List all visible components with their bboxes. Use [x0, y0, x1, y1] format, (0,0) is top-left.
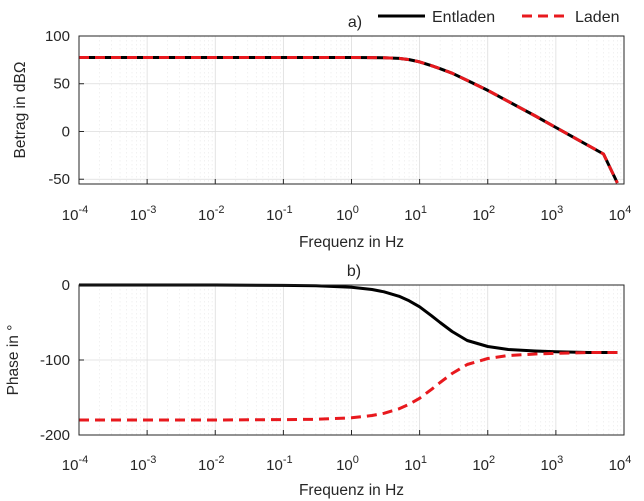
x-tick-label: 10-3	[130, 454, 156, 474]
y-tick-label: 100	[45, 28, 70, 45]
x-tick-label: 104	[609, 454, 632, 474]
xlabel-magnitude: Frequenz in Hz	[299, 234, 404, 251]
x-tick-label: 10-3	[130, 204, 156, 224]
y-tick-label: -50	[48, 171, 70, 188]
x-tick-label: 101	[404, 204, 427, 224]
x-tick-label: 102	[472, 454, 495, 474]
x-tick-label: 103	[540, 204, 563, 224]
panel-title-b: b)	[347, 263, 361, 280]
series-line-laden	[79, 351, 618, 422]
x-tick-label: 100	[336, 454, 359, 474]
y-tick-label: 0	[62, 277, 70, 294]
x-tick-label: 104	[609, 204, 632, 224]
y-tick-label: -100	[40, 352, 70, 369]
x-tick-label: 102	[472, 204, 495, 224]
ylabel-phase: Phase in °	[5, 325, 22, 396]
y-tick-label: 50	[53, 76, 70, 93]
legend-label-entladen: Entladen	[432, 9, 495, 26]
xlabel-phase: Frequenz in Hz	[299, 482, 404, 499]
x-tick-label: 10-4	[62, 204, 88, 224]
series-line-laden	[79, 56, 619, 184]
x-tick-label: 10-2	[198, 454, 224, 474]
ticks-phase: 10-4 10-3 10-2 10-1 100 101 102 103 104 -200 -100 0	[40, 277, 631, 474]
y-tick-label: -200	[40, 427, 70, 444]
ylabel-magnitude: Betrag in dBΩ	[12, 62, 29, 159]
x-tick-label: 101	[404, 454, 427, 474]
legend: Entladen Laden	[372, 2, 644, 28]
x-tick-label: 10-2	[198, 204, 224, 224]
panel-title-a: a)	[348, 14, 362, 31]
series-phase	[79, 283, 618, 422]
x-tick-label: 10-1	[266, 454, 292, 474]
panel-phase: b) 10-4 10-3 10-2 10-1 100 101 102 103 104 -200 -1…	[5, 263, 631, 499]
series-magnitude	[79, 56, 619, 184]
panel-magnitude: a) 10-4 10-3 10-2 10-1 100 101 102 103 104 -50 0 50…	[12, 14, 631, 251]
series-line-entladen	[79, 283, 618, 354]
ticks-magnitude: 10-4 10-3 10-2 10-1 100 101 102 103 104 -50 0 50 100	[45, 28, 631, 224]
x-tick-label: 100	[336, 204, 359, 224]
x-tick-label: 10-4	[62, 454, 88, 474]
x-tick-label: 10-1	[266, 204, 292, 224]
y-tick-label: 0	[62, 123, 70, 140]
legend-label-laden: Laden	[575, 9, 620, 26]
x-tick-label: 103	[540, 454, 563, 474]
